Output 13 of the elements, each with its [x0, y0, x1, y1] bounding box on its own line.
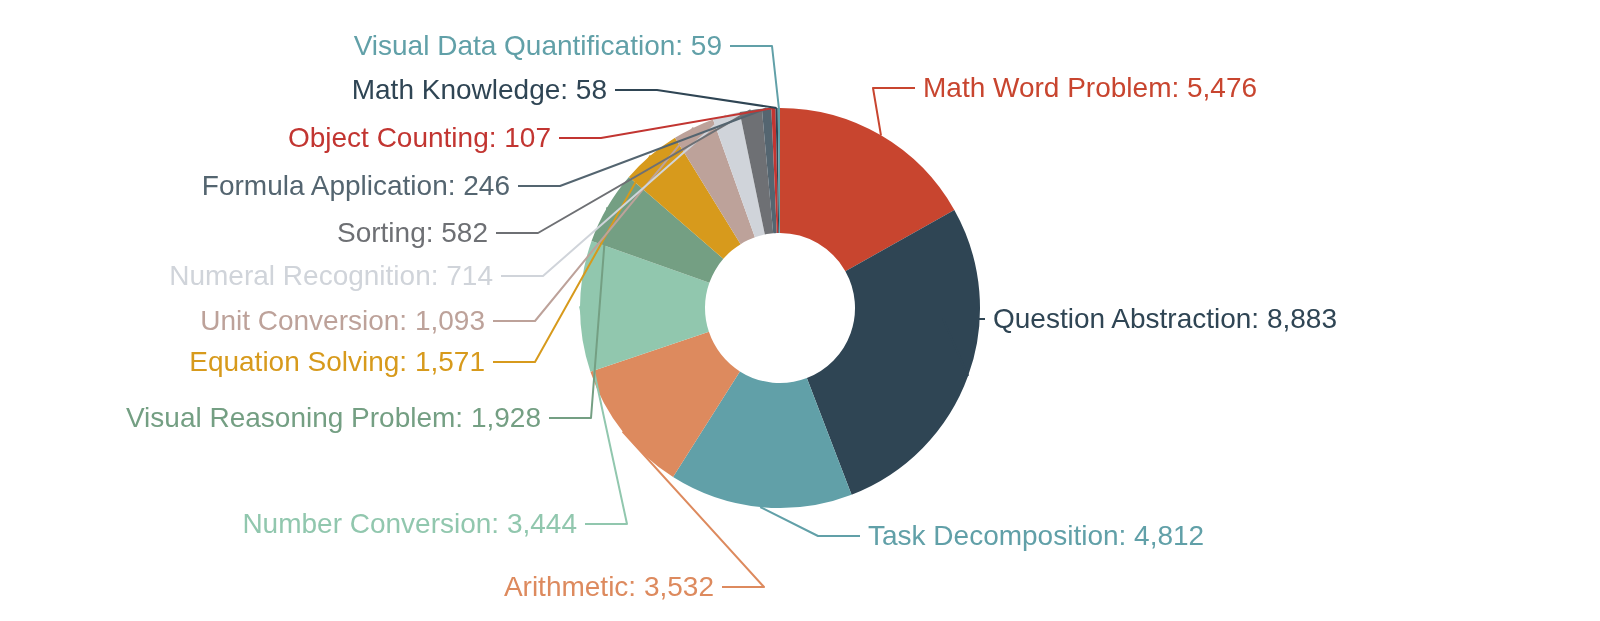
slice-label: Object Counting: 107	[287, 122, 551, 153]
slice-label: Number Conversion: 3,444	[242, 508, 577, 539]
slice-label: Unit Conversion: 1,093	[200, 305, 485, 336]
slice-label: Math Word Problem: 5,476	[923, 72, 1258, 103]
slice-label: Visual Data Quantification: 59	[353, 30, 722, 61]
slice-label: Sorting: 582	[337, 217, 488, 248]
slice-label: Task Decomposition: 4,812	[868, 520, 1205, 551]
slice-label: Question Abstraction: 8,883	[993, 303, 1337, 334]
slice-label: Visual Reasoning Problem: 1,928	[125, 402, 541, 433]
slice-label: Arithmetic: 3,532	[503, 571, 714, 602]
slice-label: Equation Solving: 1,571	[189, 346, 485, 377]
slice-label: Formula Application: 246	[201, 170, 510, 201]
slice-label: Math Knowledge: 58	[351, 74, 607, 105]
